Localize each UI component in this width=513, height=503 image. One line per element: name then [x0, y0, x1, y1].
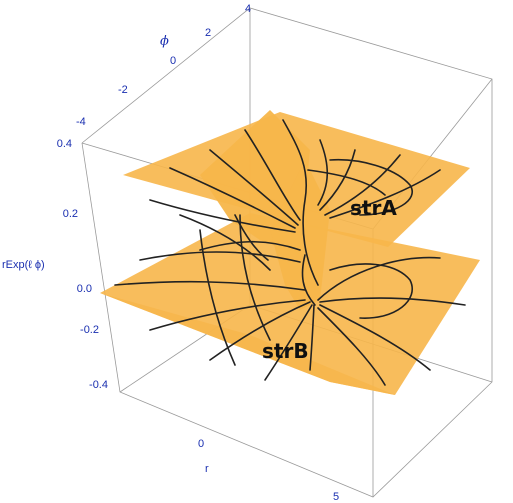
z-tick-0.0: 0.0 — [77, 283, 92, 295]
r-tick-5: 5 — [333, 491, 339, 503]
z-tick--0.4: -0.4 — [89, 379, 108, 391]
phi-axis-label: ϕ — [160, 34, 169, 49]
mesh-lines — [114, 119, 466, 386]
z-tick--0.2: -0.2 — [80, 324, 99, 336]
phi-tick-4: 4 — [245, 3, 251, 15]
z-tick-0.2: 0.2 — [63, 208, 78, 220]
phi-tick--2: -2 — [118, 84, 128, 96]
annotation-strA: strA — [350, 196, 397, 220]
r-axis-label: r — [205, 463, 209, 475]
phi-tick--4: -4 — [76, 116, 86, 128]
phi-tick-2: 2 — [205, 27, 211, 39]
z-axis-ticks: 0.4 0.2 0.0 -0.2 -0.4 — [57, 138, 108, 391]
lower-sheet — [100, 213, 480, 395]
phi-axis-ticks: -4 -2 0 2 4 — [76, 3, 251, 128]
z-axis-label: rExp(ℓ ϕ) — [2, 259, 45, 271]
z-tick-0.4: 0.4 — [57, 138, 72, 150]
r-tick-0: 0 — [198, 438, 204, 450]
annotation-strB: strB — [262, 339, 309, 363]
r-axis-ticks: 0 5 — [198, 438, 339, 503]
phi-tick-0: 0 — [170, 55, 176, 67]
